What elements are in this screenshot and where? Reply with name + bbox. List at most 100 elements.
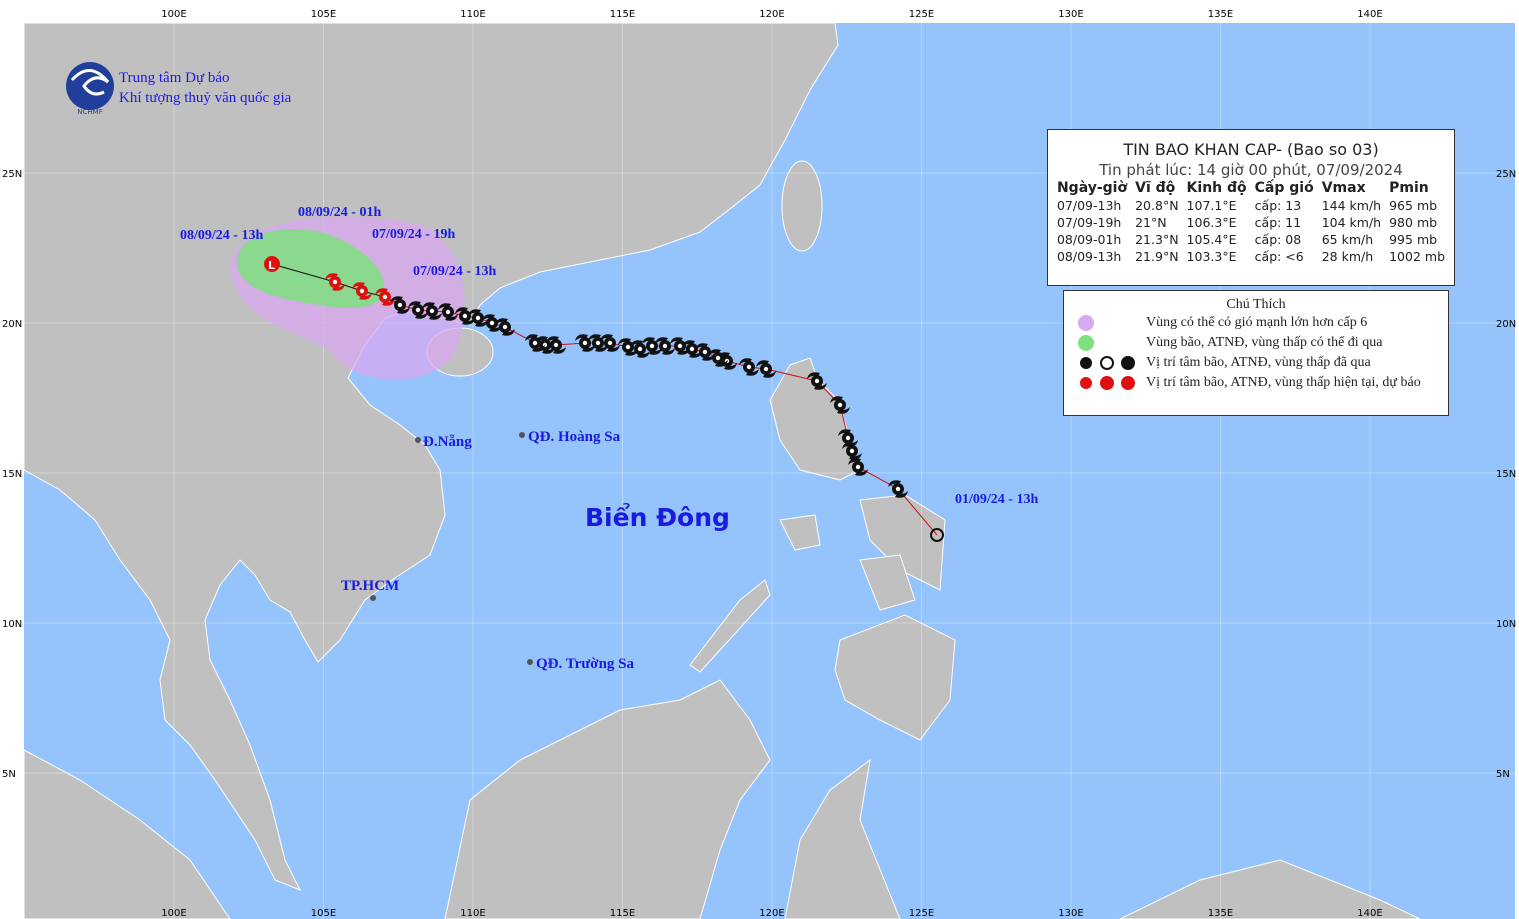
storm-eye [702,349,708,355]
storm-eye [625,344,631,350]
storm-arm [532,345,545,352]
lat-label: 15N [2,469,22,480]
legend-swatch [1121,356,1135,370]
legend-item: Vị trí tâm bão, ATNĐ, vùng thấp đã qua [1064,353,1448,373]
storm-arm [655,337,668,344]
table-cell: cấp: 08 [1254,232,1302,247]
table-cell: 20.8°N [1135,198,1179,213]
storm-arm [677,348,690,355]
past-storm [408,301,428,319]
storm-arm [763,371,776,378]
storm-arm [845,440,858,447]
storm-eye [649,343,655,349]
lon-label: 105E [311,908,336,919]
storm-eye [553,342,559,348]
storm-arm [837,407,850,414]
storm-arm [849,453,862,460]
storm-arm [670,337,683,344]
lat-label: 15N [1496,469,1516,480]
storm-arm [588,334,601,341]
legend-text: Vị trí tâm bão, ATNĐ, vùng thấp hiện tại… [1146,375,1421,390]
storm-arm [708,349,721,356]
storm-eye [637,346,643,352]
storm-arm [807,372,820,379]
legend-item: Vùng có thể có gió mạnh lớn hơn cấp 6 [1064,313,1448,333]
storm-arm [662,348,675,355]
table-cell: cấp: 11 [1254,215,1302,230]
storm-arm [455,307,468,314]
storm-arm [756,360,769,367]
storm-eye [582,340,588,346]
storm-eye [595,340,601,346]
storm-arm [682,340,695,347]
start-point [930,528,944,542]
table-cell: 105.4°E [1186,232,1237,247]
storm-arm [600,334,613,341]
storm-arm [475,320,488,327]
table-cell: 21°N [1135,215,1167,230]
past-storm [708,349,728,367]
place-label: TP.HCM [341,578,399,594]
storm-eye [502,324,508,330]
storm-eye [763,366,769,372]
lon-label: 120E [759,9,784,20]
table-cell: 08/09-13h [1056,249,1122,264]
storm-arm [695,343,708,350]
table-cell: 995 mb [1389,232,1438,247]
lon-label: 100E [161,9,186,20]
past-storm [682,340,702,358]
legend-swatch [1100,376,1114,390]
storm-arm [715,360,728,367]
lat-label: 25N [1496,169,1516,180]
legend-text: Vùng có thể có gió mạnh lớn hơn cấp 6 [1146,315,1368,330]
track-label: 07/09/24 - 13h [413,264,496,279]
storm-arm [838,429,851,436]
legend-swatch [1080,357,1092,369]
legend-icon [1078,315,1094,331]
storm-arm [702,354,715,361]
table-cell: 106.3°E [1186,215,1237,230]
past-storm [655,337,675,355]
column-header: Vmax [1321,180,1366,196]
storm-arm [542,347,555,354]
storm-eye [746,364,752,370]
storm-arm [359,293,372,300]
storm-arm [575,334,588,341]
legend-text: Vùng bão, ATNĐ, vùng thấp có thể đi qua [1146,335,1383,350]
lon-label: 105E [311,9,336,20]
forecast-cone [237,229,385,308]
table-row: 08/09-01h 21.3°N 105.4°E cấp: 08 65 km/h 995 … [1053,231,1449,248]
sea-label: Biển Đông [585,502,730,532]
storm-arm [746,369,759,376]
place-label: Đ.Nẵng [423,434,472,450]
storm-arm [649,348,662,355]
storm-eye [845,435,851,441]
storm-eye [607,340,613,346]
past-storm [807,372,827,390]
past-storm [495,318,515,336]
table-cell: 144 km/h [1321,198,1382,213]
legend-title: Chú Thích [1226,297,1286,312]
storm-eye [445,309,451,315]
logo: NCHMF [66,62,114,116]
lon-label: 110E [460,908,485,919]
storm-arm [630,340,643,347]
table-cell: cấp: <6 [1254,249,1304,264]
storm-eye [689,346,695,352]
storm-arm [408,301,421,308]
table-cell: 21.3°N [1135,232,1179,247]
storm-track: L [264,256,944,542]
storm-arm [546,336,559,343]
lat-label: 10N [1496,619,1516,630]
legend-swatch [1100,356,1114,370]
table-cell: cấp: 13 [1254,198,1302,213]
storm-eye [429,308,435,314]
table-cell: 07/09-13h [1056,198,1122,213]
storm-arm [489,325,502,332]
place-label: QĐ. Hoàng Sa [528,429,621,445]
lat-label: 20N [1496,319,1516,330]
past-storm [438,303,458,321]
past-storm [455,307,475,325]
past-storm [525,334,545,352]
past-storm [642,337,662,355]
